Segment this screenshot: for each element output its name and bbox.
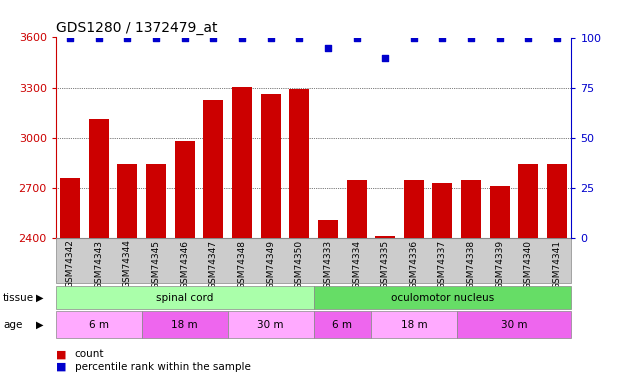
Bar bbox=[404, 180, 424, 375]
Bar bbox=[490, 186, 510, 375]
Bar bbox=[289, 89, 309, 375]
Point bbox=[495, 34, 505, 40]
Bar bbox=[519, 164, 538, 375]
Bar bbox=[89, 119, 109, 375]
Text: GDS1280 / 1372479_at: GDS1280 / 1372479_at bbox=[56, 21, 217, 35]
Point bbox=[266, 34, 276, 40]
Text: 30 m: 30 m bbox=[501, 320, 527, 330]
Point bbox=[94, 34, 104, 40]
Point bbox=[380, 55, 390, 61]
Bar bbox=[232, 87, 252, 375]
Bar bbox=[547, 164, 567, 375]
Point bbox=[122, 34, 132, 40]
Text: tissue: tissue bbox=[3, 293, 34, 303]
Bar bbox=[60, 178, 80, 375]
Text: 18 m: 18 m bbox=[171, 320, 198, 330]
Text: oculomotor nucleus: oculomotor nucleus bbox=[391, 293, 494, 303]
Text: 18 m: 18 m bbox=[401, 320, 427, 330]
Point bbox=[409, 34, 419, 40]
Bar bbox=[175, 141, 195, 375]
Text: 6 m: 6 m bbox=[332, 320, 352, 330]
Point bbox=[65, 34, 75, 40]
Point bbox=[524, 34, 533, 40]
Point bbox=[552, 34, 562, 40]
Text: spinal cord: spinal cord bbox=[156, 293, 214, 303]
Bar bbox=[117, 164, 137, 375]
Text: percentile rank within the sample: percentile rank within the sample bbox=[75, 362, 250, 372]
Point bbox=[437, 34, 447, 40]
Point bbox=[151, 34, 161, 40]
Bar bbox=[261, 93, 281, 375]
Bar bbox=[203, 100, 224, 375]
Point bbox=[209, 34, 219, 40]
Point bbox=[294, 34, 304, 40]
Text: count: count bbox=[75, 350, 104, 359]
Text: age: age bbox=[3, 320, 22, 330]
Bar bbox=[347, 180, 366, 375]
Bar bbox=[146, 164, 166, 375]
Point bbox=[237, 34, 247, 40]
Text: ■: ■ bbox=[56, 362, 66, 372]
Point bbox=[351, 34, 361, 40]
Bar bbox=[432, 183, 453, 375]
Text: 6 m: 6 m bbox=[89, 320, 109, 330]
Bar bbox=[375, 236, 395, 375]
Text: 30 m: 30 m bbox=[257, 320, 284, 330]
Point bbox=[323, 45, 333, 51]
Bar bbox=[461, 180, 481, 375]
Text: ▶: ▶ bbox=[36, 320, 43, 330]
Point bbox=[466, 34, 476, 40]
Text: ■: ■ bbox=[56, 350, 66, 359]
Point bbox=[179, 34, 189, 40]
Text: ▶: ▶ bbox=[36, 293, 43, 303]
Bar bbox=[318, 220, 338, 375]
